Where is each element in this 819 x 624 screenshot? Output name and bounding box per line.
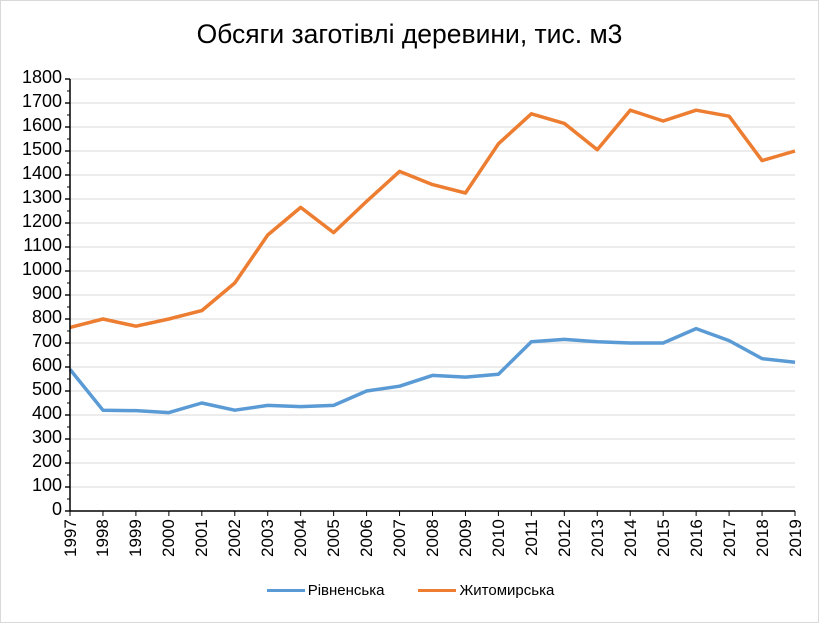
- svg-text:1400: 1400: [22, 163, 62, 183]
- svg-text:1000: 1000: [22, 259, 62, 279]
- svg-text:1200: 1200: [22, 211, 62, 231]
- svg-text:400: 400: [32, 403, 62, 423]
- svg-text:500: 500: [32, 379, 62, 399]
- svg-text:1500: 1500: [22, 139, 62, 159]
- svg-text:700: 700: [32, 331, 62, 351]
- svg-text:200: 200: [32, 451, 62, 471]
- svg-text:1100: 1100: [23, 235, 62, 255]
- svg-text:1700: 1700: [22, 91, 62, 111]
- svg-text:0: 0: [52, 499, 62, 519]
- svg-text:100: 100: [32, 475, 62, 495]
- svg-text:900: 900: [32, 283, 62, 303]
- svg-text:1800: 1800: [22, 67, 62, 87]
- svg-text:300: 300: [32, 427, 62, 447]
- svg-text:1300: 1300: [22, 187, 62, 207]
- svg-text:1600: 1600: [22, 115, 62, 135]
- svg-text:800: 800: [32, 307, 62, 327]
- svg-text:600: 600: [32, 355, 62, 375]
